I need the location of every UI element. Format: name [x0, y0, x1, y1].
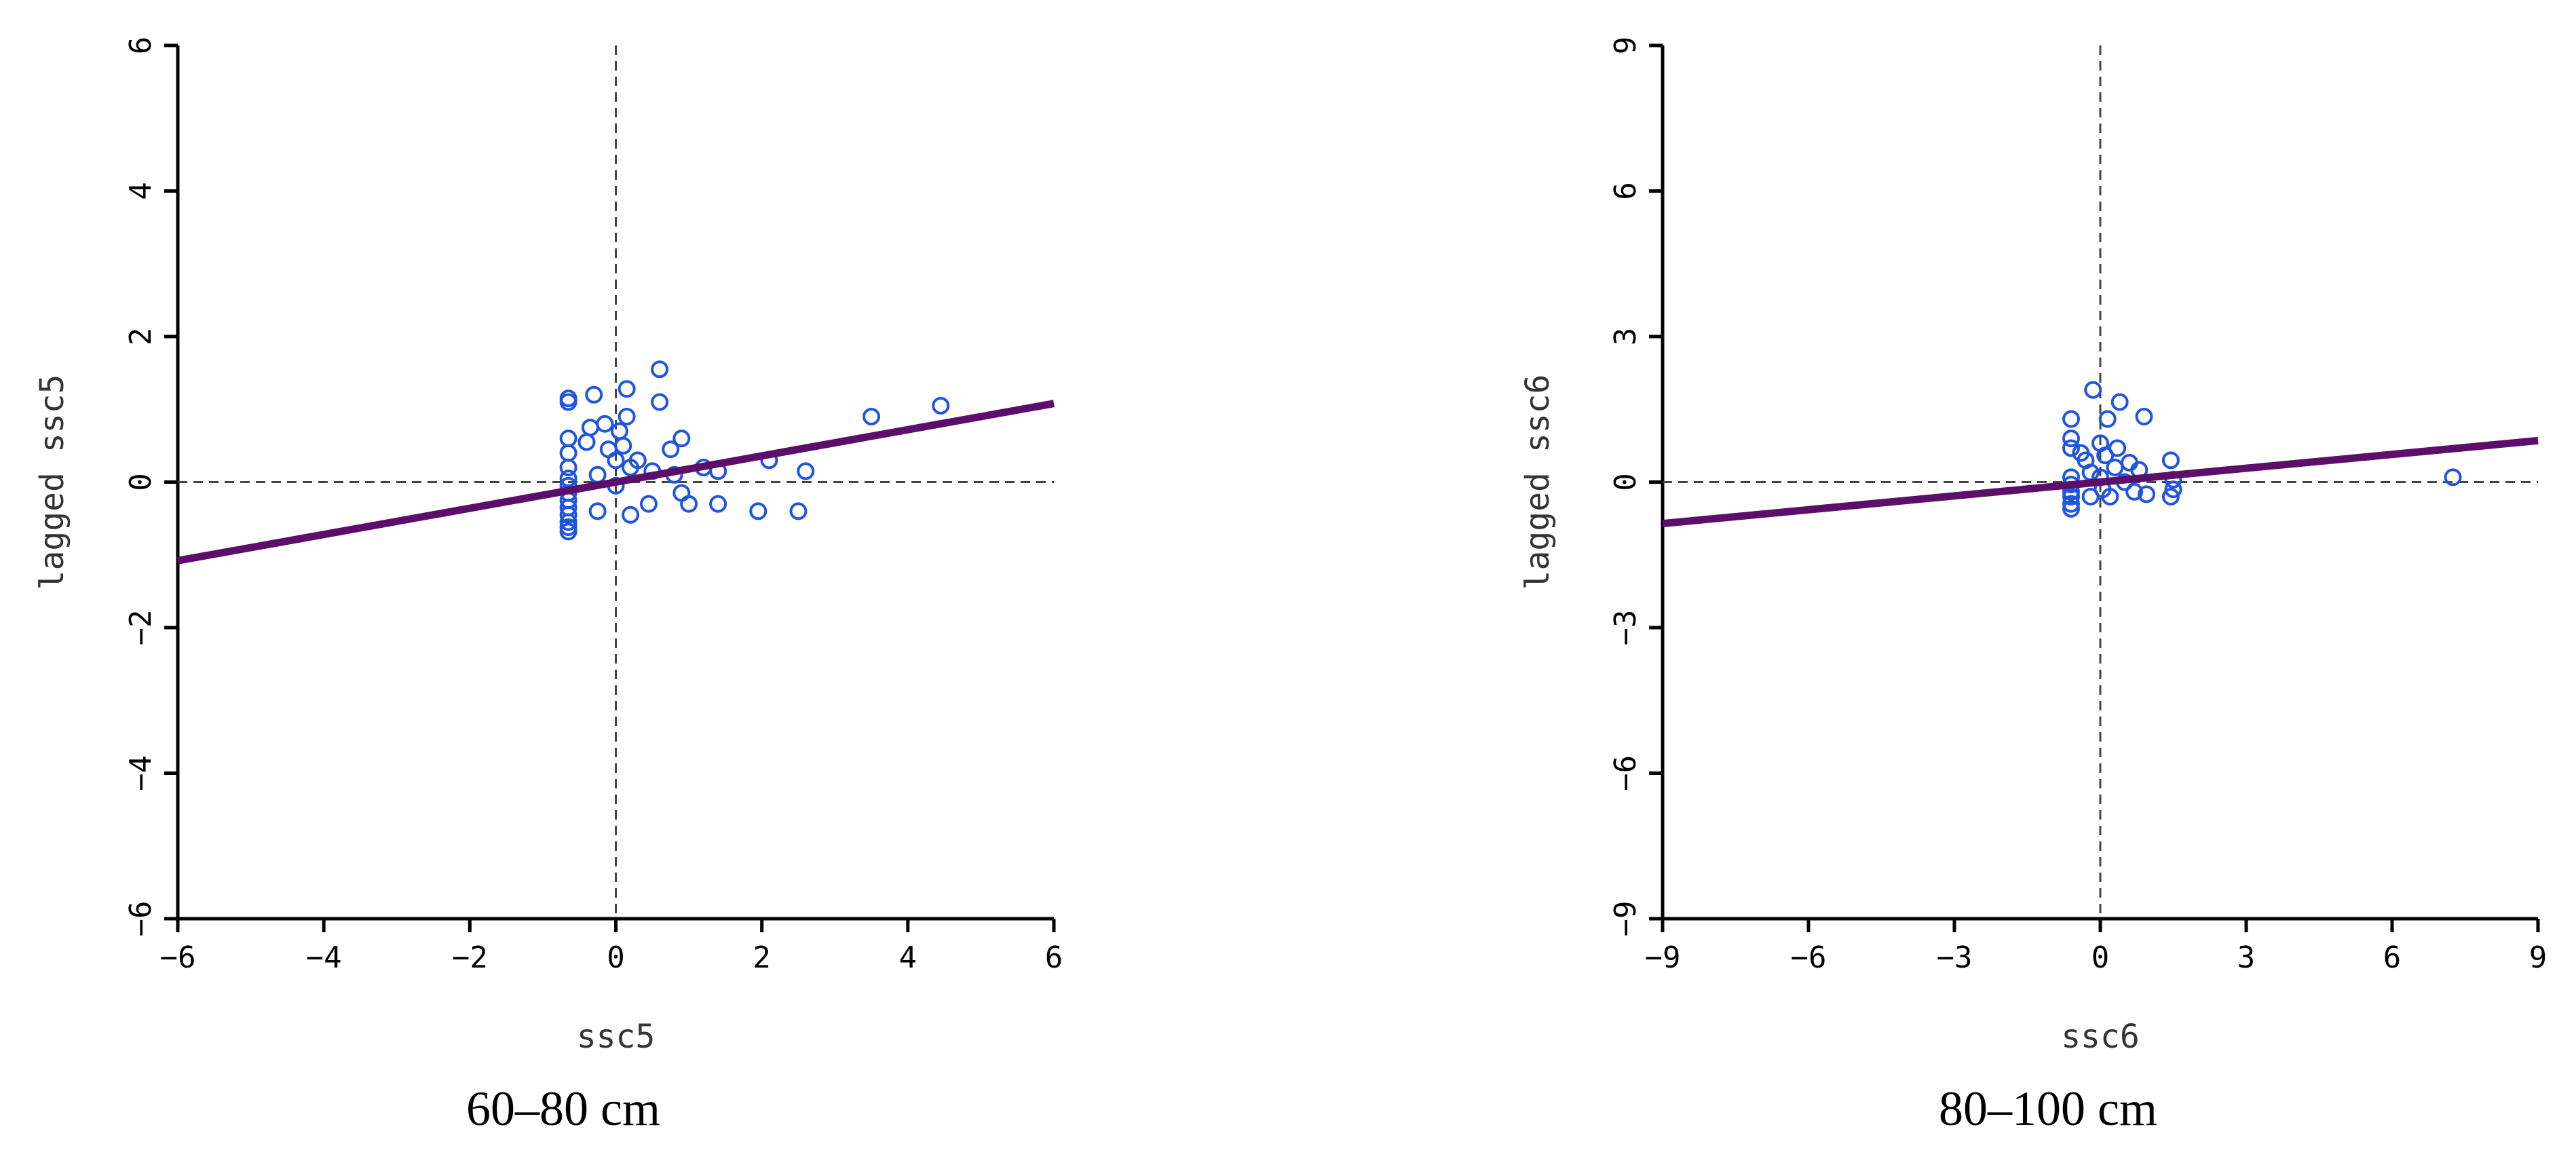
x-tick-label: −9: [1645, 940, 1681, 975]
data-point: [863, 407, 881, 425]
data-point: [797, 462, 815, 480]
y-tick-label: 4: [124, 182, 158, 200]
data-point: [2108, 439, 2127, 457]
y-axis-ticks: −9 −6 −3 0 3 6 9: [1608, 37, 1663, 937]
y-tick-label: −9: [1608, 901, 1643, 937]
data-point: [2062, 487, 2080, 505]
regression-line: [177, 400, 1055, 565]
data-point: [2164, 480, 2182, 499]
x-tick-label: 9: [2529, 940, 2547, 975]
data-point: [2125, 482, 2144, 501]
x-tick-label: 0: [2091, 940, 2110, 975]
panel-60-80cm: −6 −4 −2 0 2 4 6 −6 −4 −2 0 2 4 6 ssc5 lagged ssc5 6…: [33, 37, 1063, 1136]
data-point: [651, 360, 669, 379]
x-tick-label: −6: [1791, 940, 1827, 975]
data-point: [709, 495, 727, 513]
data-point: [2138, 485, 2156, 503]
x-tick-label: 4: [899, 940, 917, 975]
data-points: [2062, 381, 2462, 518]
y-axis-title: lagged ssc6: [1519, 375, 1557, 590]
data-point: [2161, 451, 2180, 470]
y-tick-label: 0: [124, 473, 158, 491]
data-point: [599, 440, 618, 459]
data-point: [628, 451, 647, 470]
data-point: [559, 505, 577, 524]
data-point: [2161, 487, 2180, 505]
x-tick-label: 2: [753, 940, 771, 975]
data-point: [588, 465, 607, 484]
data-point: [2444, 468, 2462, 486]
x-axis-ticks: −9 −6 −3 0 3 6 9: [1645, 919, 2547, 975]
y-tick-label: 6: [124, 37, 158, 55]
x-tick-label: −6: [160, 940, 196, 975]
data-point: [581, 419, 599, 437]
data-point: [607, 451, 625, 470]
data-point: [2062, 410, 2080, 428]
data-point: [2135, 407, 2153, 425]
x-axis-ticks: −6 −4 −2 0 2 4 6: [160, 919, 1063, 975]
y-tick-label: −6: [1608, 755, 1643, 791]
data-point: [596, 415, 614, 433]
data-point: [2106, 459, 2124, 477]
panel-caption: 60–80 cm: [466, 1082, 660, 1136]
x-tick-label: −2: [452, 940, 488, 975]
data-point: [559, 429, 577, 448]
data-point: [673, 484, 691, 502]
data-point: [2062, 439, 2080, 457]
data-point: [622, 505, 640, 524]
data-point: [559, 444, 577, 462]
data-point: [588, 502, 607, 520]
y-tick-label: 3: [1608, 328, 1643, 346]
data-point: [680, 495, 698, 513]
data-points: [559, 360, 950, 541]
data-point: [559, 513, 577, 531]
y-axis-title: lagged ssc5: [33, 375, 71, 590]
data-point: [932, 396, 950, 415]
y-tick-label: −3: [1608, 610, 1643, 646]
panel-caption: 80–100 cm: [1939, 1082, 2157, 1136]
data-point: [2062, 429, 2080, 448]
y-tick-label: 6: [1608, 182, 1643, 200]
data-point: [673, 429, 691, 448]
regression-line: [1662, 436, 2539, 528]
x-tick-label: 6: [1045, 940, 1063, 975]
data-point: [559, 522, 577, 541]
data-point: [577, 433, 596, 451]
x-axis-title: ssc6: [2061, 1018, 2140, 1056]
y-tick-label: −2: [124, 610, 158, 646]
y-tick-label: 2: [124, 328, 158, 346]
data-point: [651, 393, 669, 411]
data-point: [789, 502, 808, 520]
data-point: [2084, 381, 2102, 399]
data-point: [662, 440, 680, 459]
x-tick-label: 0: [607, 940, 625, 975]
data-point: [618, 380, 636, 398]
y-tick-label: 9: [1608, 37, 1643, 55]
x-tick-label: 3: [2237, 940, 2256, 975]
y-tick-label: 0: [1608, 473, 1643, 491]
y-axis-ticks: −6 −4 −2 0 2 4 6: [124, 37, 178, 937]
data-point: [610, 422, 628, 440]
y-tick-label: −6: [124, 901, 158, 937]
x-axis-title: ssc5: [577, 1018, 656, 1056]
data-point: [749, 502, 768, 520]
data-point: [585, 385, 603, 404]
y-tick-label: −4: [124, 755, 158, 791]
x-tick-label: 6: [2383, 940, 2402, 975]
data-point: [2110, 393, 2129, 411]
x-tick-label: −3: [1937, 940, 1973, 975]
x-tick-label: −4: [306, 940, 342, 975]
panel-80-100cm: −9 −6 −3 0 3 6 9 −9 −6 −3 0 3 6 9 ssc6 lagged ssc6 8…: [1519, 37, 2547, 1136]
data-point: [2062, 499, 2080, 518]
data-point: [614, 436, 632, 455]
data-point: [618, 407, 636, 425]
data-point: [2098, 410, 2117, 428]
data-point: [2101, 487, 2119, 505]
data-point: [639, 495, 658, 513]
data-point: [559, 393, 577, 411]
data-point: [2062, 495, 2080, 513]
data-point: [559, 459, 577, 477]
